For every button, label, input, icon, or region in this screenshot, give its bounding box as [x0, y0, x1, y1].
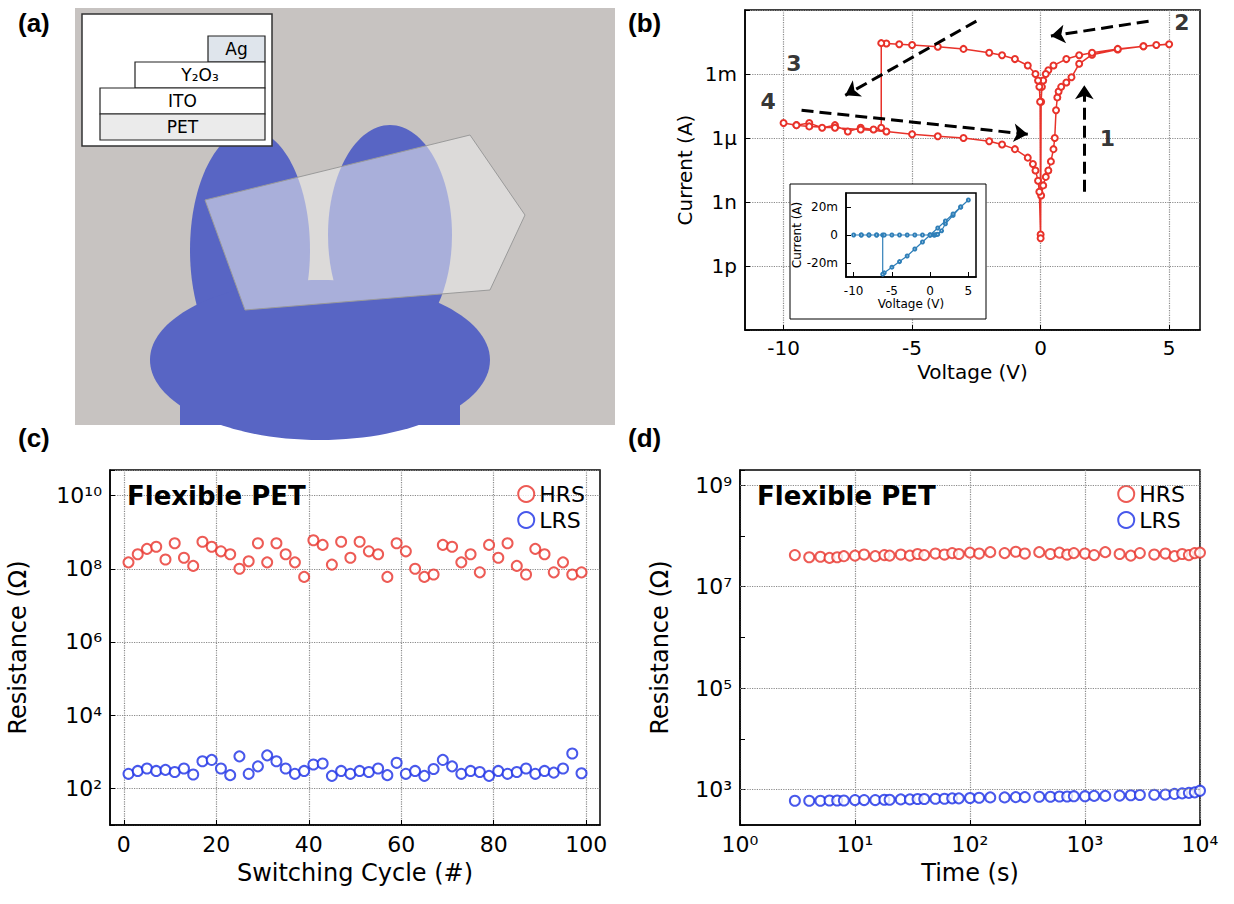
svg-text:20: 20: [202, 832, 230, 857]
svg-text:4: 4: [760, 89, 775, 114]
svg-text:Current (A): Current (A): [673, 115, 697, 226]
svg-text:10⁷: 10⁷: [695, 574, 732, 599]
svg-text:10⁰: 10⁰: [722, 832, 759, 857]
svg-text:1n: 1n: [712, 190, 737, 214]
svg-text:Current (A): Current (A): [790, 202, 804, 268]
svg-text:10³: 10³: [695, 777, 732, 802]
svg-text:40: 40: [295, 832, 323, 857]
svg-text:Flexible PET: Flexible PET: [757, 481, 936, 511]
svg-text:20m: 20m: [811, 200, 838, 214]
svg-text:3: 3: [786, 51, 801, 76]
svg-text:Flexible PET: Flexible PET: [127, 481, 306, 511]
svg-text:Resistance (Ω): Resistance (Ω): [646, 560, 674, 734]
svg-text:80: 80: [480, 832, 508, 857]
svg-text:0: 0: [926, 284, 934, 298]
svg-text:10⁶: 10⁶: [65, 629, 102, 654]
svg-text:10³: 10³: [1067, 832, 1104, 857]
svg-text:(b): (b): [628, 8, 661, 38]
svg-text:0: 0: [1034, 336, 1047, 360]
svg-text:2: 2: [1174, 10, 1189, 35]
svg-text:0: 0: [830, 228, 838, 242]
svg-text:1m: 1m: [705, 62, 737, 86]
svg-text:0: 0: [117, 832, 131, 857]
svg-text:(a): (a): [18, 8, 50, 38]
svg-text:10¹: 10¹: [837, 832, 874, 857]
svg-text:5: 5: [965, 284, 973, 298]
svg-text:10⁹: 10⁹: [695, 473, 732, 498]
svg-text:-20m: -20m: [807, 256, 838, 270]
svg-text:10⁴: 10⁴: [65, 703, 102, 728]
svg-text:LRS: LRS: [539, 508, 581, 533]
svg-text:(c): (c): [18, 423, 50, 453]
svg-text:Resistance (Ω): Resistance (Ω): [4, 560, 32, 734]
svg-text:ITO: ITO: [168, 91, 197, 111]
svg-text:10²: 10²: [65, 776, 102, 801]
svg-text:Time (s): Time (s): [920, 859, 1019, 887]
svg-text:PET: PET: [167, 117, 199, 137]
svg-text:Y₂O₃: Y₂O₃: [180, 65, 218, 85]
svg-text:60: 60: [387, 832, 415, 857]
svg-text:-10: -10: [844, 284, 864, 298]
svg-text:Ag: Ag: [225, 39, 247, 59]
svg-text:10⁸: 10⁸: [65, 556, 102, 581]
svg-text:Voltage (V): Voltage (V): [878, 297, 944, 311]
svg-text:Voltage (V): Voltage (V): [917, 360, 1028, 384]
svg-text:10⁵: 10⁵: [695, 676, 732, 701]
svg-text:-5: -5: [902, 336, 922, 360]
svg-text:10¹⁰: 10¹⁰: [56, 483, 102, 508]
svg-text:-5: -5: [886, 284, 898, 298]
svg-text:Switching Cycle (#): Switching Cycle (#): [237, 859, 473, 887]
svg-text:(d): (d): [628, 423, 661, 453]
svg-text:1μ: 1μ: [712, 126, 738, 150]
svg-text:HRS: HRS: [1139, 481, 1185, 507]
svg-text:1: 1: [1100, 126, 1115, 151]
svg-text:5: 5: [1163, 336, 1176, 360]
svg-text:10²: 10²: [952, 832, 989, 857]
svg-text:10⁴: 10⁴: [1182, 832, 1219, 857]
svg-text:100: 100: [565, 832, 607, 857]
svg-text:LRS: LRS: [1139, 508, 1181, 533]
svg-text:-10: -10: [767, 336, 800, 360]
svg-text:HRS: HRS: [539, 482, 585, 507]
svg-text:1p: 1p: [712, 254, 737, 278]
